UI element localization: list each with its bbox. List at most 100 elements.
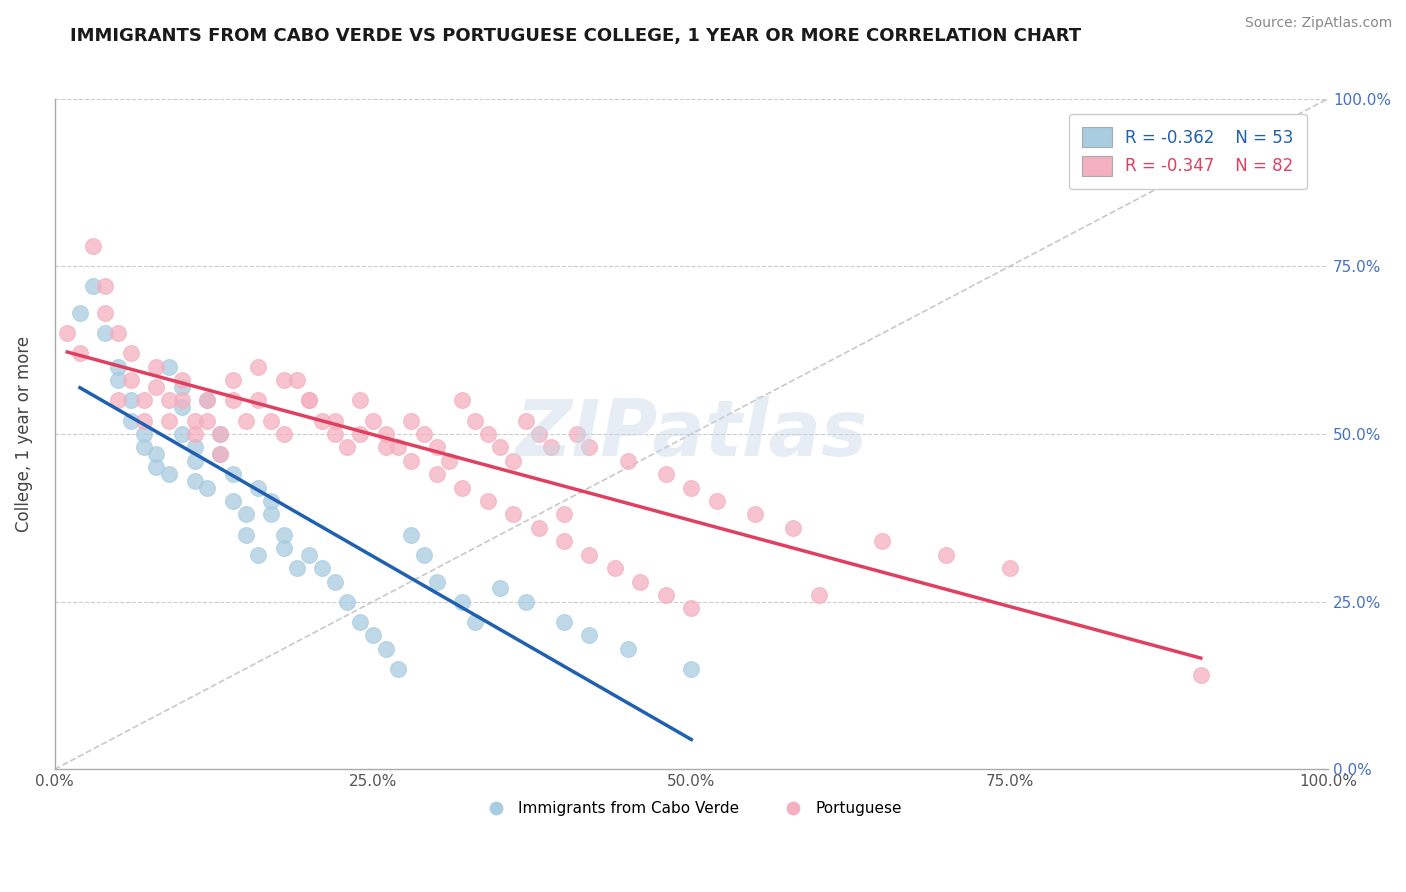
Point — [336, 594, 359, 608]
Point — [107, 393, 129, 408]
Point — [298, 393, 321, 408]
Point — [540, 441, 562, 455]
Point — [681, 481, 703, 495]
Point — [170, 400, 193, 414]
Point — [489, 441, 512, 455]
Point — [285, 561, 308, 575]
Point — [527, 426, 550, 441]
Point — [298, 393, 321, 408]
Point — [170, 393, 193, 408]
Point — [515, 594, 537, 608]
Point — [998, 561, 1021, 575]
Point — [311, 413, 333, 427]
Point — [361, 628, 384, 642]
Point — [94, 306, 117, 320]
Point — [399, 527, 422, 541]
Point — [349, 615, 371, 629]
Point — [374, 641, 396, 656]
Point — [502, 454, 524, 468]
Point — [183, 426, 205, 441]
Point — [195, 393, 218, 408]
Point — [82, 279, 104, 293]
Point — [132, 441, 155, 455]
Point — [1189, 668, 1212, 682]
Legend: Immigrants from Cabo Verde, Portuguese: Immigrants from Cabo Verde, Portuguese — [474, 795, 908, 822]
Point — [209, 426, 232, 441]
Point — [94, 326, 117, 341]
Point — [145, 447, 167, 461]
Point — [399, 413, 422, 427]
Text: IMMIGRANTS FROM CABO VERDE VS PORTUGUESE COLLEGE, 1 YEAR OR MORE CORRELATION CHA: IMMIGRANTS FROM CABO VERDE VS PORTUGUESE… — [70, 27, 1081, 45]
Point — [247, 548, 270, 562]
Point — [706, 494, 728, 508]
Point — [222, 494, 245, 508]
Point — [655, 467, 678, 482]
Y-axis label: College, 1 year or more: College, 1 year or more — [15, 336, 32, 532]
Point — [553, 534, 575, 549]
Point — [387, 441, 409, 455]
Point — [336, 441, 359, 455]
Point — [260, 494, 283, 508]
Point — [120, 413, 142, 427]
Point — [94, 279, 117, 293]
Point — [157, 359, 180, 374]
Point — [247, 393, 270, 408]
Point — [183, 474, 205, 488]
Point — [464, 615, 486, 629]
Point — [120, 373, 142, 387]
Point — [260, 413, 283, 427]
Point — [69, 346, 91, 360]
Text: ZIPatlas: ZIPatlas — [515, 396, 868, 472]
Point — [195, 413, 218, 427]
Point — [655, 588, 678, 602]
Point — [260, 508, 283, 522]
Point — [235, 508, 257, 522]
Point — [872, 534, 894, 549]
Point — [195, 481, 218, 495]
Point — [107, 326, 129, 341]
Point — [477, 494, 499, 508]
Point — [387, 662, 409, 676]
Point — [222, 393, 245, 408]
Point — [464, 413, 486, 427]
Point — [170, 380, 193, 394]
Point — [157, 467, 180, 482]
Point — [235, 527, 257, 541]
Point — [209, 426, 232, 441]
Point — [157, 393, 180, 408]
Point — [209, 447, 232, 461]
Point — [183, 413, 205, 427]
Point — [82, 239, 104, 253]
Point — [145, 380, 167, 394]
Point — [209, 447, 232, 461]
Point — [69, 306, 91, 320]
Point — [782, 521, 804, 535]
Point — [170, 426, 193, 441]
Point — [222, 467, 245, 482]
Point — [426, 441, 449, 455]
Point — [132, 413, 155, 427]
Point — [681, 601, 703, 615]
Point — [273, 426, 295, 441]
Point — [222, 373, 245, 387]
Point — [298, 548, 321, 562]
Point — [451, 594, 474, 608]
Point — [489, 581, 512, 595]
Point — [744, 508, 766, 522]
Point — [183, 441, 205, 455]
Point — [323, 413, 346, 427]
Point — [565, 426, 588, 441]
Point — [107, 359, 129, 374]
Point — [439, 454, 461, 468]
Point — [361, 413, 384, 427]
Point — [477, 426, 499, 441]
Point — [628, 574, 651, 589]
Point — [323, 574, 346, 589]
Point — [273, 541, 295, 555]
Point — [145, 359, 167, 374]
Point — [273, 527, 295, 541]
Text: Source: ZipAtlas.com: Source: ZipAtlas.com — [1244, 16, 1392, 29]
Point — [235, 413, 257, 427]
Point — [616, 454, 638, 468]
Point — [553, 508, 575, 522]
